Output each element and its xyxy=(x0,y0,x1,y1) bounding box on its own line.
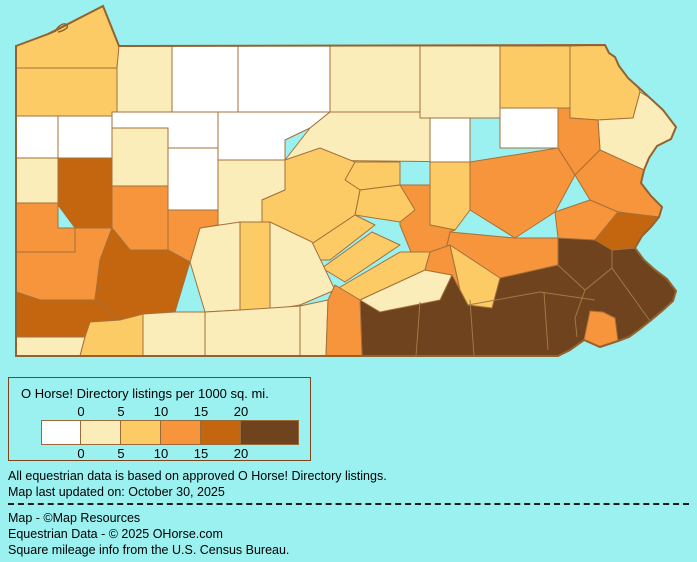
county-region xyxy=(204,305,301,357)
county-region xyxy=(142,311,206,357)
footer-credit-map: Map - ©Map Resources xyxy=(8,511,141,525)
county-region xyxy=(57,115,113,159)
legend-tick-label: 0 xyxy=(77,404,85,419)
legend-tick-label: 10 xyxy=(153,446,169,461)
county-region xyxy=(237,45,331,113)
county-region xyxy=(321,231,401,283)
separator-dashed-line xyxy=(8,503,689,505)
footer-note-data-source: All equestrian data is based on approved… xyxy=(8,469,387,483)
county-region xyxy=(499,107,559,149)
legend-tick-label: 10 xyxy=(153,404,169,419)
county-region xyxy=(359,269,453,313)
county-region xyxy=(15,5,120,69)
footer-note-last-updated: Map last updated on: October 30, 2025 xyxy=(8,485,225,499)
county-region xyxy=(325,284,363,357)
legend-swatch xyxy=(121,420,161,445)
presque-isle-outline xyxy=(54,23,69,33)
county-region xyxy=(116,45,173,113)
county-divider-line xyxy=(611,267,651,322)
legend-tick-label: 20 xyxy=(233,404,249,419)
legend-tick-label: 15 xyxy=(193,404,209,419)
legend-tick-label: 0 xyxy=(77,446,85,461)
county-region xyxy=(449,244,501,309)
legend-swatch xyxy=(161,420,201,445)
legend-tick-label: 15 xyxy=(193,446,209,461)
county-region xyxy=(15,157,59,204)
legend-swatch xyxy=(81,420,121,445)
county-region xyxy=(15,67,118,117)
state-outline xyxy=(15,4,678,357)
county-divider-line xyxy=(469,299,475,357)
county-regions-layer xyxy=(15,5,677,357)
county-region xyxy=(15,336,86,357)
county-divider-line xyxy=(415,301,421,357)
legend-tick-label: 5 xyxy=(117,404,125,419)
county-region xyxy=(167,147,219,211)
county-region xyxy=(569,44,641,121)
county-region xyxy=(499,45,571,109)
county-region xyxy=(419,45,501,119)
county-region xyxy=(15,115,59,159)
legend-color-bar xyxy=(41,420,299,445)
footer-credit-square-mileage: Square mileage info from the U.S. Census… xyxy=(8,543,290,557)
county-divider-lines-layer xyxy=(415,250,651,357)
legend-title: O Horse! Directory listings per 1000 sq.… xyxy=(21,386,269,401)
county-divider-line xyxy=(467,291,596,306)
county-region xyxy=(171,45,239,113)
county-region xyxy=(329,45,421,113)
legend-tick-label: 5 xyxy=(117,446,125,461)
county-region xyxy=(429,117,471,163)
legend: O Horse! Directory listings per 1000 sq.… xyxy=(8,377,311,461)
legend-ticks-bottom: 0 5 10 15 20 xyxy=(9,446,310,461)
legend-swatch xyxy=(41,420,81,445)
county-divider-line xyxy=(543,291,549,351)
legend-swatch xyxy=(241,420,299,445)
county-region xyxy=(57,157,113,229)
pa-map xyxy=(15,4,678,357)
county-region xyxy=(299,299,329,357)
footer-credit-equestrian-data: Equestrian Data - © 2025 OHorse.com xyxy=(8,527,223,541)
county-region xyxy=(111,127,169,187)
county-region xyxy=(399,184,456,263)
legend-tick-label: 20 xyxy=(233,446,249,461)
county-divider-line xyxy=(557,264,586,338)
county-region xyxy=(239,221,271,311)
county-region xyxy=(429,161,471,231)
legend-swatch xyxy=(201,420,241,445)
legend-ticks-top: 0 5 10 15 20 xyxy=(9,404,310,419)
